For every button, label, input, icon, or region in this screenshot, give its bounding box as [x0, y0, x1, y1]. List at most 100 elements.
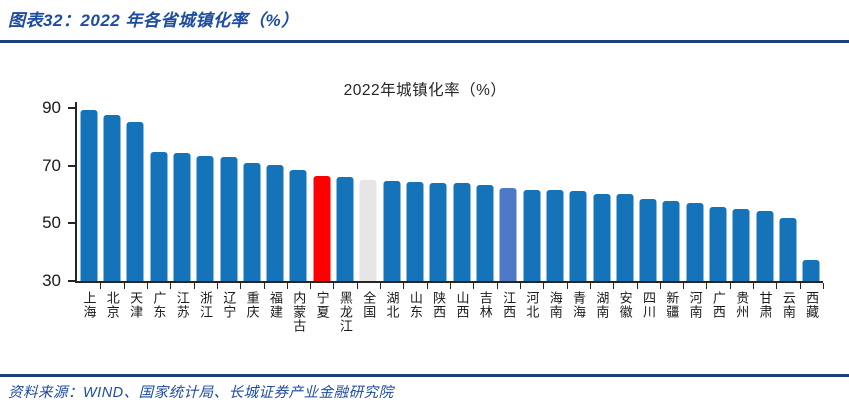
- x-axis-label-cell: 山西: [450, 291, 473, 333]
- y-axis-label: 70: [42, 155, 61, 175]
- bar-福建: [266, 165, 284, 281]
- x-axis-label: 上海: [81, 291, 97, 319]
- x-axis-label-cell: 上海: [77, 291, 100, 333]
- bar-slot: [800, 102, 825, 289]
- bar-天津: [126, 122, 144, 281]
- x-axis-label-cell: 江西: [497, 291, 520, 333]
- bar-slot: [520, 102, 545, 289]
- bar-宁夏: [313, 176, 331, 281]
- bar-河南: [686, 202, 704, 281]
- x-axis-label-cell: 湖南: [590, 291, 613, 333]
- bar-slot: [613, 102, 638, 289]
- bar-山西: [453, 183, 471, 281]
- x-axis-label: 福建: [267, 291, 283, 319]
- bar-slot: [264, 102, 289, 289]
- x-axis-label: 陕西: [431, 291, 447, 319]
- bar-新疆: [662, 200, 680, 281]
- bar-slot: [194, 102, 219, 289]
- x-axis-label-cell: 云南: [776, 291, 799, 333]
- bar-青海: [569, 190, 587, 281]
- bar-slot: [660, 102, 685, 289]
- bar-slot: [380, 102, 405, 289]
- bar-slot: [427, 102, 452, 289]
- y-axis: 90 70 50 30: [0, 98, 75, 290]
- y-axis-tick: [68, 222, 75, 225]
- bar-江西: [499, 188, 517, 281]
- figure-caption: 图表32：2022 年各省城镇化率（%）: [8, 11, 299, 30]
- footer-divider: [0, 374, 849, 377]
- x-axis-label: 湖北: [384, 291, 400, 319]
- y-axis-label: 50: [42, 213, 61, 233]
- x-axis-label: 北京: [104, 291, 120, 319]
- x-axis-label-cell: 山东: [403, 291, 426, 333]
- x-axis-label-cell: 海南: [543, 291, 566, 333]
- bar-slot: [333, 102, 359, 289]
- bar-安徽: [616, 193, 634, 281]
- x-axis-label: 海南: [547, 291, 563, 319]
- bar-湖南: [593, 193, 611, 281]
- y-axis-label: 30: [42, 271, 61, 290]
- x-axis-label-cell: 辽宁: [217, 291, 240, 333]
- bar-云南: [779, 218, 797, 281]
- x-axis-label-cell: 吉林: [473, 291, 496, 333]
- x-axis-label: 广西: [710, 291, 726, 319]
- x-axis-label: 辽宁: [221, 291, 237, 319]
- x-axis-label-cell: 广西: [706, 291, 729, 333]
- x-axis-label: 江苏: [174, 291, 190, 319]
- x-axis-label: 内蒙古: [291, 291, 307, 333]
- bar-slot: [706, 102, 732, 289]
- bar-四川: [639, 199, 657, 281]
- bar-广东: [150, 151, 168, 281]
- x-axis-label: 西藏: [804, 291, 820, 319]
- bar-广西: [709, 206, 727, 281]
- bar-slot: [730, 102, 755, 289]
- x-axis-label-cell: 河北: [520, 291, 543, 333]
- bar-黑龙江: [336, 177, 354, 281]
- y-axis-label: 90: [42, 98, 61, 117]
- x-axis-label: 甘肃: [757, 291, 773, 319]
- x-axis-labels: 上海 北京 天津 广东 江苏 浙江 辽宁 重庆 福建 内蒙古 宁夏 黑龙江 全国 湖北 山东 陕西 山西 吉林 江西…: [77, 291, 823, 333]
- x-axis-label-cell: 全国: [357, 291, 380, 333]
- bar-slot: [450, 102, 475, 289]
- x-axis-label-cell: 贵州: [730, 291, 753, 333]
- x-axis-label-cell: 西藏: [800, 291, 823, 333]
- x-axis-label: 广东: [151, 291, 167, 319]
- x-axis-label: 河北: [524, 291, 540, 319]
- bar-slot: [240, 102, 265, 289]
- x-axis-label: 青海: [571, 291, 587, 319]
- x-axis-label-cell: 江苏: [170, 291, 193, 333]
- bar-slot: [147, 102, 172, 289]
- bar-slot: [497, 102, 522, 289]
- bar-陕西: [429, 183, 447, 281]
- x-axis-label: 山东: [407, 291, 423, 319]
- x-axis-label-cell: 广东: [147, 291, 170, 333]
- x-axis-label-cell: 福建: [264, 291, 287, 333]
- y-axis-tick: [68, 280, 75, 282]
- x-axis-label: 四川: [640, 291, 656, 319]
- bar-吉林: [476, 184, 494, 281]
- x-axis-label: 湖南: [594, 291, 610, 319]
- x-axis-label-cell: 新疆: [660, 291, 683, 333]
- bar-slot: [637, 102, 662, 289]
- bar-slot: [567, 102, 592, 289]
- bar-山东: [406, 181, 424, 281]
- y-axis-tick: [68, 164, 75, 167]
- bar-浙江: [196, 155, 214, 281]
- x-axis-label: 天津: [128, 291, 144, 319]
- x-axis-label: 新疆: [664, 291, 680, 319]
- x-axis-label-cell: 天津: [124, 291, 147, 333]
- x-axis-label-cell: 陕西: [427, 291, 450, 333]
- bar-slot: [310, 102, 335, 289]
- x-axis-label: 重庆: [244, 291, 260, 319]
- bar-slot: [683, 102, 708, 289]
- bar-slot: [753, 102, 778, 289]
- x-axis-label: 云南: [780, 291, 796, 319]
- x-axis-label: 宁夏: [314, 291, 330, 319]
- y-axis-tick: [68, 107, 75, 109]
- x-axis-label: 贵州: [734, 291, 750, 319]
- bar-slot: [590, 102, 615, 289]
- bar-slot: [217, 102, 242, 289]
- x-axis-label: 河南: [687, 291, 703, 319]
- x-axis-label: 全国: [361, 291, 377, 319]
